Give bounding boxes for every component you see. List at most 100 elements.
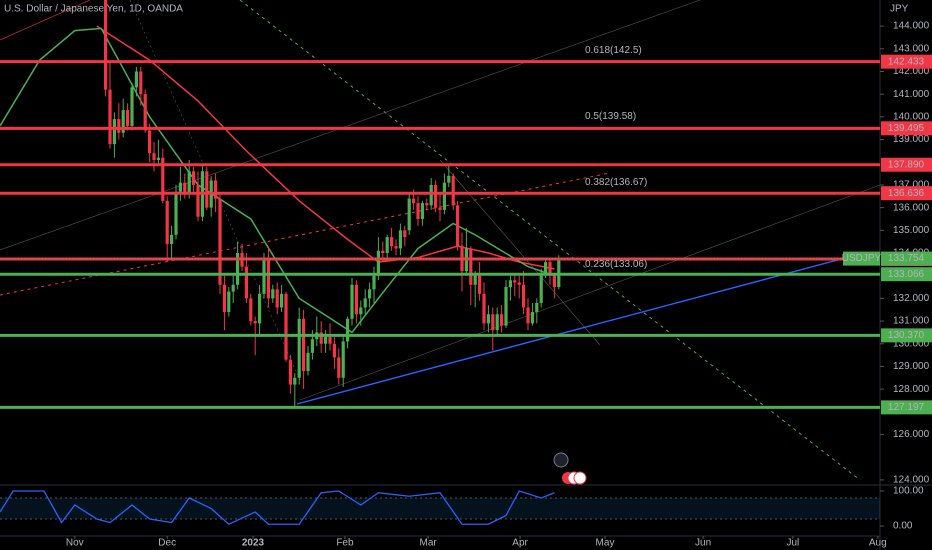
fib-label: 0.5(139.58) [585,111,636,122]
moving-average [96,25,555,270]
candle-body [368,289,372,299]
y-tick-label: 131.000 [893,316,930,327]
candle-body [372,275,376,290]
candle-body [337,357,341,378]
candle-body [244,266,248,299]
level-tag-label: 137.890 [888,159,925,170]
level-tag-label: 133.066 [888,269,925,280]
trend-line [299,184,881,401]
y-tick-label: 143.000 [893,43,930,54]
candle-body [236,253,240,285]
candle-body [183,182,187,195]
candle-body [359,307,363,315]
x-tick-label: Jun [695,538,711,549]
candle-body [227,291,231,313]
fib-label: 0.236(133.06) [585,259,647,270]
candle-body [143,94,147,131]
candle-body [522,284,526,308]
candle-body [486,314,490,324]
candle-body [478,275,482,294]
candle-body [385,237,389,254]
trend-line [0,0,91,41]
candle-body [363,298,367,308]
trend-line [129,0,301,381]
chart-title: U.S. Dollar / Japanese Yen, 1D, OANDA [4,4,183,15]
trend-line [239,0,861,481]
candle-body [306,352,310,371]
y-tick-label: 128.000 [893,384,930,395]
fib-label: 0.382(136.67) [585,177,647,188]
candle-body [284,293,288,360]
y-tick-label: 141.000 [893,89,930,100]
symbol-tag-label: USDJPY [842,253,882,264]
icon [573,471,587,485]
level-tag-label: 136.636 [888,188,925,199]
candle-body [121,110,125,133]
candle-body [174,191,178,235]
candle-body [407,198,411,231]
candle-body [526,307,530,324]
candle-body [508,280,512,288]
candle-body [302,318,306,371]
candle-body [178,182,182,192]
candle-body [416,203,420,219]
candle-body [134,71,138,88]
candle-body [390,237,394,247]
candle-body [429,184,433,206]
candle-body [152,153,156,160]
candle-body [491,314,495,331]
candle-body [293,377,297,385]
level-tag [881,328,932,343]
level-tag [881,400,932,415]
candle-body [341,341,345,378]
level-tag [881,54,932,69]
trend-line [296,257,846,405]
level-tag [881,186,932,201]
candle-body [381,250,385,254]
y-tick-label: 135.000 [893,225,930,236]
level-tag [881,267,932,282]
candle-body [231,284,235,292]
candle-body [328,336,332,344]
candle-body [258,293,262,324]
y-tick-label: 129.000 [893,361,930,372]
x-tick-label: Nov [66,538,84,549]
oscillator-line [0,490,555,526]
y-tick-label: 144.000 [893,21,930,32]
candle-body [473,275,477,285]
candle-body [187,171,191,195]
level-tag [881,121,932,136]
y-tick-label: 140.000 [893,111,930,122]
candle-body [218,198,222,285]
level-tag-label: 127.197 [888,402,925,413]
x-tick-label: Apr [512,538,528,549]
x-tick-label: Jul [786,538,799,549]
candle-body [249,298,253,322]
candle-body [504,287,508,326]
candle-body [425,203,429,206]
candle-body [297,318,301,378]
candle-body [495,314,499,331]
candle-body [156,157,160,160]
x-tick-label: 2023 [242,538,265,549]
icon [553,452,569,468]
candle-body [214,180,218,199]
trend-line [0,0,701,251]
candle-body [310,339,314,353]
candle-body [530,312,534,324]
candle-body [324,336,328,344]
y-tick-label: 137.000 [893,180,930,191]
candle-body [346,318,350,342]
x-tick-label: Dec [158,538,176,549]
candle-body [517,282,521,285]
candle-body [469,248,473,285]
candle-body [434,184,438,208]
y-tick-label: 139.000 [893,134,930,145]
candle-body [253,321,257,324]
event-icons [553,452,587,485]
trend-line [439,159,601,346]
oscillator-pane [0,490,880,526]
candle-body [266,257,270,299]
y-tick-label: 126.000 [893,429,930,440]
